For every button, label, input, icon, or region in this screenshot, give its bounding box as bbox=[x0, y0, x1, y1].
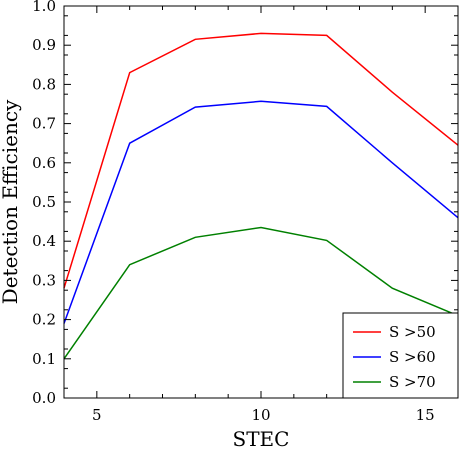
y-tick-label: 0.0 bbox=[32, 389, 56, 407]
y-tick-label: 0.6 bbox=[32, 154, 56, 172]
x-axis-title: STEC bbox=[233, 427, 290, 451]
y-tick-label: 0.2 bbox=[32, 311, 56, 329]
legend-label: S >70 bbox=[389, 373, 436, 391]
x-tick-label: 10 bbox=[251, 406, 270, 424]
legend-label: S >60 bbox=[389, 348, 436, 366]
series-line-3 bbox=[63, 226, 459, 360]
y-tick-label: 1.0 bbox=[32, 0, 56, 15]
axis-ticks bbox=[63, 5, 459, 399]
plot-marks bbox=[63, 32, 459, 360]
y-tick-label: 0.5 bbox=[32, 193, 56, 211]
x-tick-label: 5 bbox=[92, 406, 102, 424]
y-tick-label: 0.7 bbox=[32, 115, 56, 133]
y-tick-label: 0.3 bbox=[32, 271, 56, 289]
y-tick-label: 0.8 bbox=[32, 75, 56, 93]
tick-labels: 0.0 0.1 0.2 0.3 0.4 0.5 0.6 0.7 0.8 0.9 1.0 5 10 15 bbox=[32, 0, 435, 424]
x-tick-label: 15 bbox=[416, 406, 435, 424]
legend-box bbox=[342, 312, 459, 399]
y-tick-label: 0.4 bbox=[32, 232, 56, 250]
y-tick-label: 0.1 bbox=[32, 350, 56, 368]
legend-label: S >50 bbox=[389, 323, 436, 341]
y-axis-title: Detection Efficiency bbox=[0, 99, 22, 304]
legend: S >50 S >60 S >70 bbox=[342, 312, 459, 399]
y-tick-label: 0.9 bbox=[32, 36, 56, 54]
series-line-2 bbox=[63, 100, 459, 324]
series-line-1 bbox=[63, 32, 459, 289]
